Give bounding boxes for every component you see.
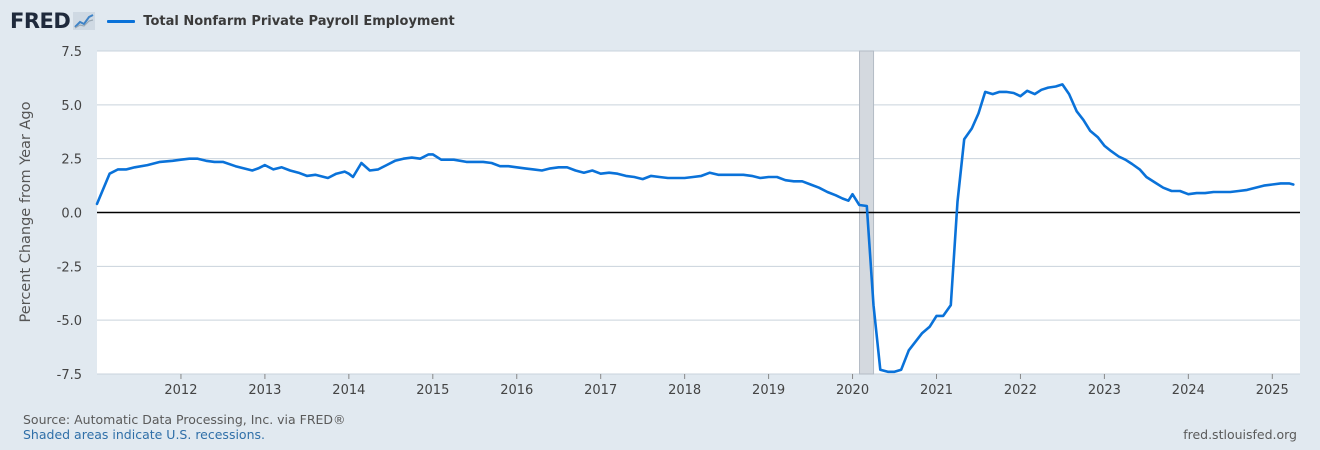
y-tick-label: 5.0 <box>61 99 82 114</box>
logo-text: FRED <box>10 9 71 33</box>
legend-swatch <box>107 19 136 23</box>
x-tick-label: 2025 <box>1256 383 1289 398</box>
x-tick-label: 2021 <box>920 383 953 398</box>
y-axis: 7.5 5.0 2.5 0.0 -2.5 -5.0 -7.5 <box>57 45 82 383</box>
chart-line-icon <box>73 12 96 30</box>
y-tick-label: -7.5 <box>57 368 82 383</box>
x-tick-label: 2018 <box>668 383 701 398</box>
legend-label: Total Nonfarm Private Payroll Employment <box>143 13 455 29</box>
x-tick-label: 2016 <box>500 383 533 398</box>
x-axis: 2012 2013 2014 2015 2016 2017 2018 2019 2020 2021… <box>164 374 1289 398</box>
x-tick-label: 2013 <box>248 383 281 398</box>
y-tick-label: 2.5 <box>61 153 82 168</box>
x-tick-label: 2024 <box>1172 383 1205 398</box>
chart-legend: Total Nonfarm Private Payroll Employment <box>107 13 455 29</box>
site-url[interactable]: fred.stlouisfed.org <box>1183 427 1297 442</box>
x-tick-label: 2015 <box>416 383 449 398</box>
series-layer <box>95 83 1295 374</box>
x-tick-label: 2019 <box>752 383 785 398</box>
recession-note-link[interactable]: Shaded areas indicate U.S. recessions. <box>23 427 265 442</box>
fred-logo[interactable]: FRED <box>10 9 96 33</box>
series-line <box>95 83 1295 374</box>
y-tick-label: -2.5 <box>57 260 82 275</box>
chart-header: FRED Total Nonfarm Private Payroll Emplo… <box>10 8 455 34</box>
y-tick-label: 7.5 <box>61 45 82 60</box>
grid-lines <box>97 50 1300 375</box>
x-tick-label: 2020 <box>836 383 869 398</box>
source-note: Source: Automatic Data Processing, Inc. … <box>23 412 346 427</box>
x-tick-label: 2022 <box>1004 383 1037 398</box>
y-axis-label: Percent Change from Year Ago <box>18 101 34 322</box>
line-chart: 2012 2013 2014 2015 2016 2017 2018 2019 2020 2021… <box>18 45 1300 398</box>
x-tick-label: 2017 <box>584 383 617 398</box>
y-tick-label: -5.0 <box>57 314 82 329</box>
x-tick-label: 2014 <box>332 383 365 398</box>
y-tick-label: 0.0 <box>61 207 82 222</box>
x-tick-label: 2012 <box>164 383 197 398</box>
x-tick-label: 2023 <box>1088 383 1121 398</box>
